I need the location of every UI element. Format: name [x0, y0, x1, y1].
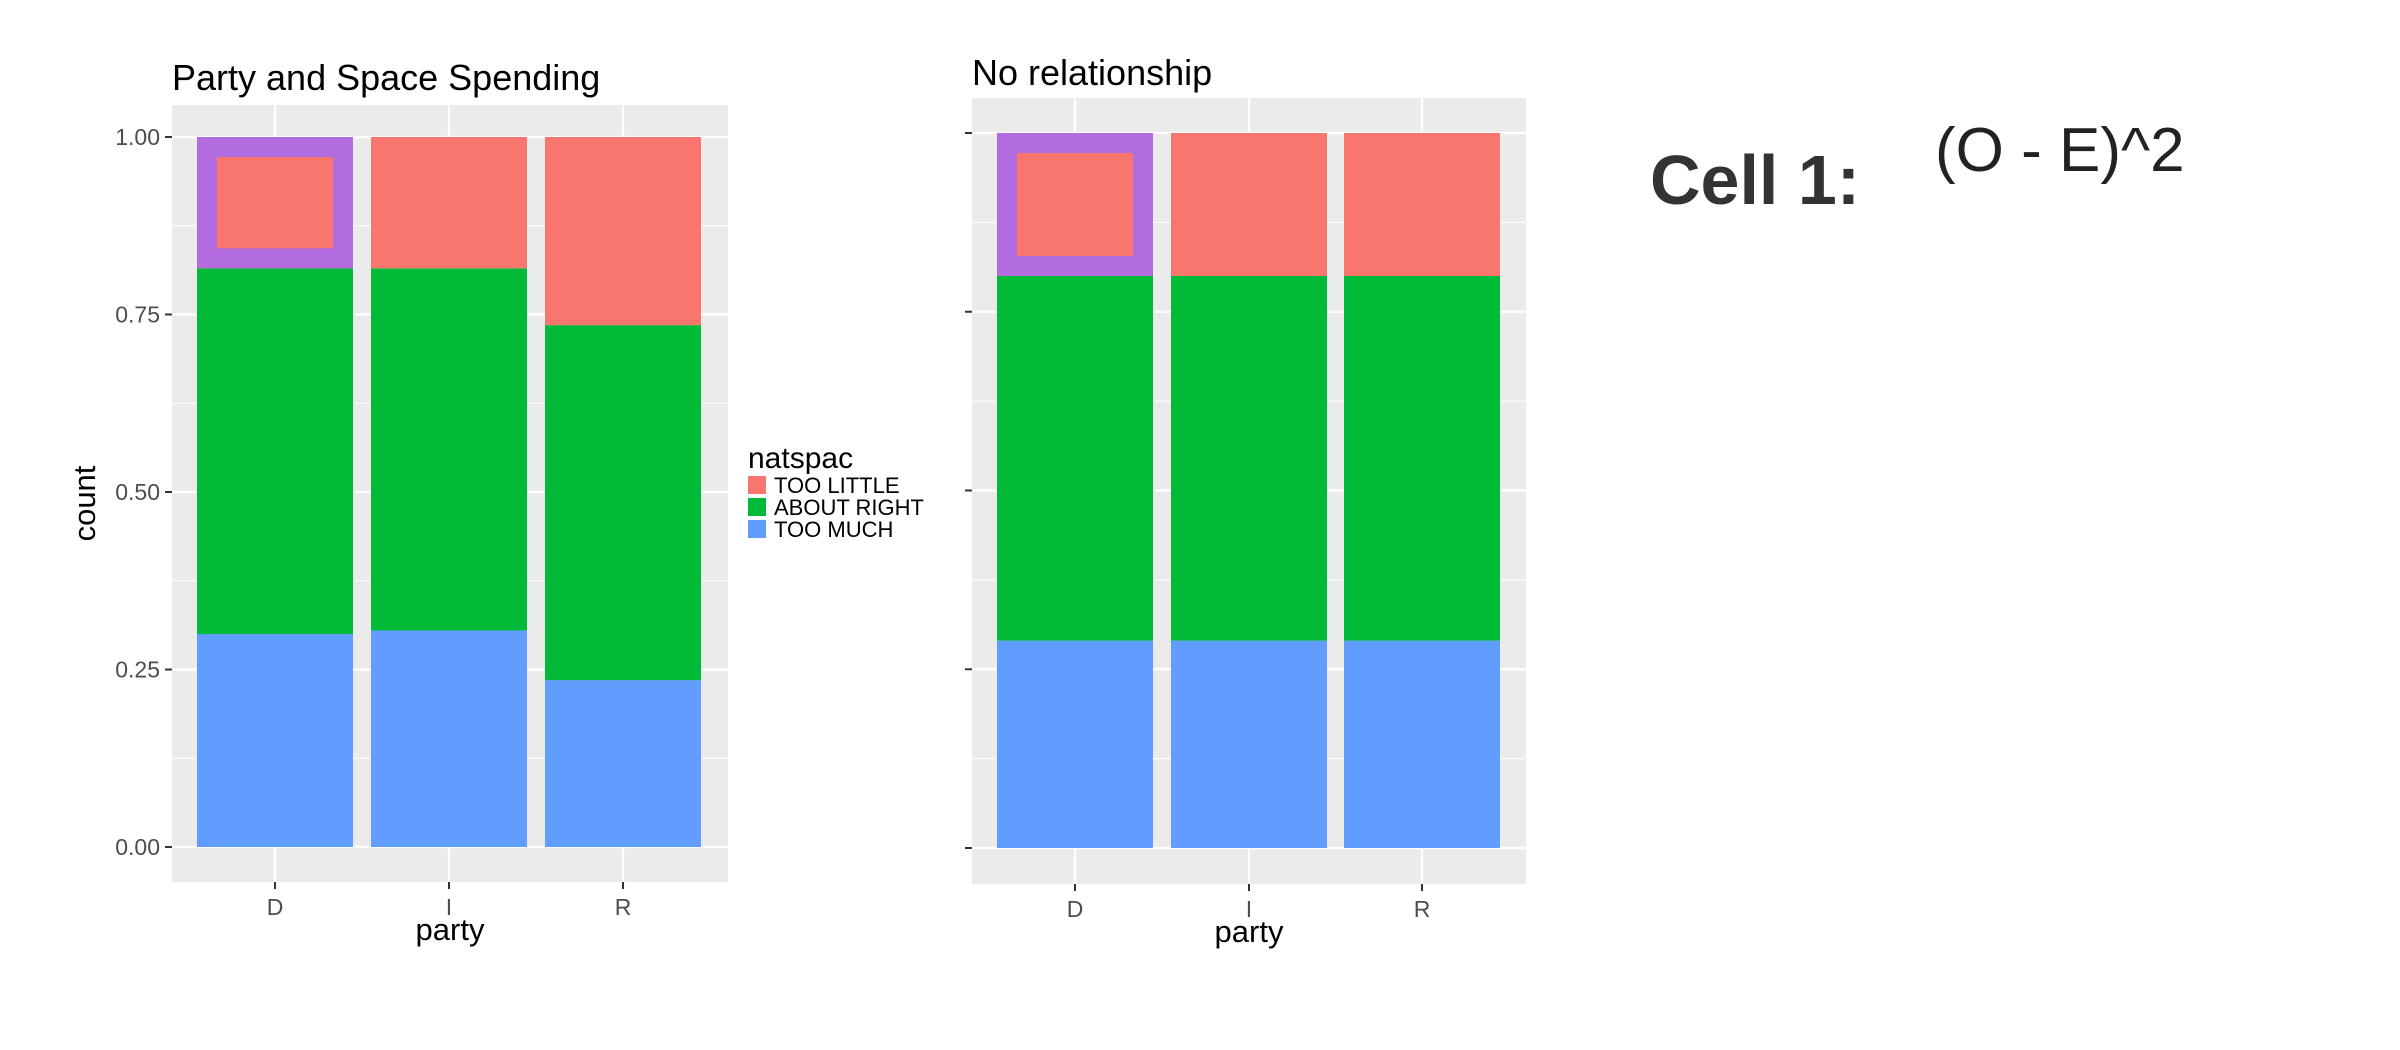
y-tick-label: 1.00 — [115, 124, 160, 150]
x-tick-label-d: D — [267, 894, 284, 920]
cell-label: Cell 1: — [1650, 141, 1861, 219]
bar-i-about-right — [1171, 276, 1327, 641]
x-tick-label-i: I — [1246, 896, 1252, 922]
bar-i-too-little — [371, 137, 527, 269]
legend-label-too-much: TOO MUCH — [774, 517, 893, 542]
legend-key-too-much — [748, 520, 766, 538]
bar-d-too-much — [997, 640, 1153, 848]
x-tick-label-r: R — [1414, 896, 1431, 922]
bar-r-too-much — [1344, 640, 1500, 848]
bar-d-too-little — [997, 133, 1153, 276]
bar-i-too-much — [1171, 640, 1327, 848]
legend-key-about-right — [748, 498, 766, 516]
chart-no-relationship: D I R No relationship party — [965, 52, 1526, 949]
bar-d-too-little — [197, 137, 353, 269]
bar-i-too-much — [371, 630, 527, 847]
legend-key-too-little — [748, 476, 766, 494]
bar-i-too-little — [1171, 133, 1327, 276]
legend-label-about-right: ABOUT RIGHT — [774, 495, 924, 520]
x-axis-label: party — [416, 912, 485, 947]
y-axis-label: count — [67, 465, 102, 541]
y-tick-label: 0.50 — [115, 479, 160, 505]
bar-r-too-little — [1344, 133, 1500, 276]
bar-r-about-right — [545, 325, 701, 681]
x-tick-label-i: I — [446, 894, 452, 920]
x-axis-label: party — [1215, 914, 1284, 949]
bar-r-too-little — [545, 137, 701, 326]
bar-r-too-much — [545, 680, 701, 847]
x-tick-label-r: R — [615, 894, 632, 920]
bar-r-about-right — [1344, 276, 1500, 641]
bar-i-about-right — [371, 268, 527, 631]
y-tick-label: 0.75 — [115, 302, 160, 328]
chart-party-space-spending: 0.00 0.25 0.50 0.75 1.00 D I R Party and Space S… — [67, 57, 728, 947]
formula: (O - E)^2 — [1935, 116, 2185, 185]
highlight-box — [197, 137, 353, 269]
chart-title: Party and Space Spending — [172, 57, 600, 98]
y-tick-label: 0.00 — [115, 834, 160, 860]
bar-d-about-right — [197, 268, 353, 634]
bar-d-about-right — [997, 276, 1153, 641]
legend-label-too-little: TOO LITTLE — [774, 473, 900, 498]
x-tick-label-d: D — [1067, 896, 1084, 922]
highlight-box — [997, 133, 1153, 276]
y-tick-label: 0.25 — [115, 657, 160, 683]
chart-title: No relationship — [972, 52, 1212, 93]
legend-title: natspac — [748, 442, 853, 475]
bar-d-too-much — [197, 634, 353, 847]
